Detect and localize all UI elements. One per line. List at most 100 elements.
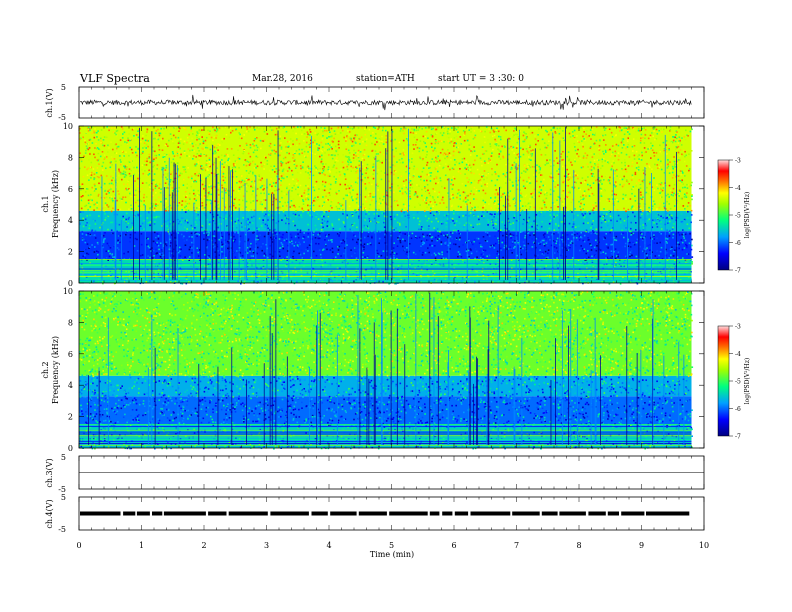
spectrogram-cell	[195, 223, 198, 226]
spectrogram-cell	[310, 139, 312, 142]
spectrogram-cell	[130, 160, 132, 162]
spectrogram-cell	[254, 280, 257, 282]
spectrogram-cell	[433, 199, 436, 201]
spectrogram-cell	[285, 217, 288, 220]
spectrogram-cell	[610, 243, 612, 246]
spectrogram-cell	[466, 139, 469, 142]
spectrogram-cell	[280, 160, 282, 163]
spectrogram-cell	[605, 263, 608, 266]
spectrogram-cell	[91, 171, 93, 174]
spectrogram-cell	[453, 235, 456, 238]
spectrogram-cell	[212, 246, 215, 249]
spectrogram-cell	[683, 193, 686, 196]
spectrogram-cell	[332, 274, 334, 277]
spectrogram-cell	[423, 235, 425, 238]
spectrogram-cell	[91, 244, 93, 246]
spectrogram-cell	[504, 146, 506, 148]
spectrogram-cell	[251, 198, 254, 200]
spectrogram-cell	[91, 132, 94, 134]
spectrogram-cell	[670, 254, 672, 257]
spectrogram-cell	[463, 191, 466, 194]
spectrogram-cell	[654, 203, 656, 205]
spectrogram-cell	[198, 157, 200, 159]
spectrogram-cell	[152, 214, 155, 217]
spectrogram-cell	[430, 128, 433, 131]
spectrogram-cell	[674, 228, 676, 231]
spectrogram-cell	[604, 252, 607, 255]
spectrogram-cell	[516, 184, 519, 186]
spectrogram-cell	[471, 278, 473, 280]
spectrogram-cell	[404, 261, 406, 263]
spectrogram-cell	[317, 196, 319, 198]
spectrogram-cell	[468, 255, 470, 258]
spectrogram-cell	[497, 281, 500, 283]
spectrogram-cell	[689, 256, 692, 258]
spectrogram-cell	[218, 238, 220, 241]
spectrogram-cell	[406, 139, 409, 142]
spectrogram-cell	[344, 225, 346, 228]
spectrogram-cell	[124, 280, 127, 282]
spectrogram-cell	[643, 147, 646, 149]
spectrogram-cell	[180, 248, 182, 251]
spectrogram-cell	[330, 239, 332, 241]
spectrogram-cell	[668, 216, 670, 219]
spectrogram-cell	[549, 165, 552, 167]
spectrogram-cell	[611, 243, 614, 246]
spectrogram-cell	[193, 180, 195, 183]
spectrogram-cell	[617, 255, 619, 258]
spectrogram-cell	[500, 138, 502, 141]
spectrogram-cell	[677, 261, 679, 264]
spectrogram-cell	[649, 181, 651, 184]
spectrogram-cell	[367, 194, 370, 197]
spectrogram-cell	[224, 212, 227, 214]
spectrogram-cell	[437, 252, 440, 255]
spectrogram-cell	[528, 236, 531, 239]
spectrogram-cell	[129, 233, 132, 236]
spectrogram-cell	[491, 278, 494, 280]
spectrogram-cell	[386, 216, 388, 218]
spectrogram-cell	[639, 216, 642, 219]
spectrogram-cell	[291, 204, 293, 207]
spectrogram-cell	[119, 208, 122, 211]
spectrogram-cell	[233, 171, 235, 173]
spectrogram-cell	[571, 211, 573, 213]
spectrogram-cell	[665, 210, 667, 213]
spectrogram-cell	[435, 217, 438, 220]
spectrogram-cell	[496, 179, 499, 181]
spectrogram-cell	[550, 244, 553, 247]
spectrogram-cell	[238, 166, 240, 169]
spectrogram-cell	[330, 183, 332, 186]
spectrogram-cell	[93, 280, 95, 282]
spectrogram-cell	[474, 247, 477, 250]
spectrogram-cell	[156, 168, 158, 170]
spectrogram-cell	[579, 157, 581, 160]
spectrogram-cell	[602, 280, 604, 283]
spectrogram-cell	[263, 182, 265, 185]
spectrogram-cell	[503, 246, 506, 249]
spectrogram-cell	[556, 170, 558, 172]
spectrogram-cell	[639, 210, 642, 213]
spectrogram-cell	[331, 247, 334, 250]
spectrogram-cell	[411, 128, 413, 131]
spectrogram-cell	[260, 279, 263, 282]
spectrogram-cell	[452, 269, 455, 272]
spectrogram-cell	[324, 261, 326, 263]
spectrogram-cell	[512, 136, 514, 138]
spectrogram-cell	[547, 249, 550, 251]
spectrogram-cell	[243, 164, 245, 166]
spectrogram-cell	[540, 192, 542, 195]
spectrogram-cell	[205, 199, 208, 201]
spectrogram-cell	[659, 241, 661, 244]
spectrogram-cell	[418, 202, 420, 205]
spectrogram-cell	[147, 174, 150, 176]
spectrogram-cell	[196, 207, 198, 209]
spectrogram-cell	[153, 276, 156, 279]
spectrogram-cell	[482, 258, 484, 260]
spectrogram-cell	[254, 183, 256, 186]
spectrogram-cell	[683, 218, 686, 221]
spectrogram-cell	[405, 169, 407, 172]
spectrogram-cell	[414, 253, 417, 255]
spectrogram-cell	[574, 182, 576, 185]
spectrogram-cell	[621, 217, 624, 220]
